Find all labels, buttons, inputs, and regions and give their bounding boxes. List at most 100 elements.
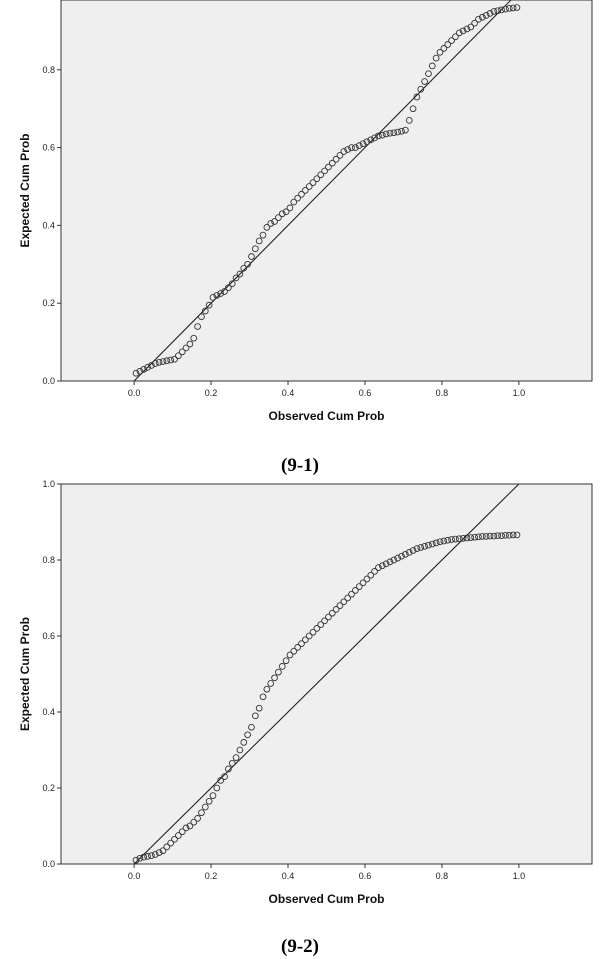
data-point bbox=[509, 4, 517, 12]
data-point bbox=[255, 237, 263, 245]
data-point bbox=[467, 23, 475, 31]
data-point bbox=[271, 674, 278, 682]
data-point bbox=[328, 609, 336, 617]
data-point bbox=[382, 130, 390, 138]
data-point bbox=[394, 554, 402, 562]
data-point bbox=[259, 231, 267, 239]
data-point bbox=[378, 131, 386, 139]
data-point bbox=[455, 29, 463, 37]
data-point bbox=[494, 7, 502, 15]
data-point bbox=[509, 531, 517, 539]
data-point bbox=[136, 367, 144, 375]
data-point bbox=[452, 33, 459, 41]
data-point bbox=[271, 218, 278, 225]
data-point bbox=[475, 533, 482, 541]
data-point bbox=[232, 754, 240, 761]
x-tick-label: 1.0 bbox=[513, 388, 526, 398]
data-point bbox=[240, 264, 248, 272]
data-point bbox=[171, 835, 178, 843]
data-point bbox=[178, 828, 186, 836]
data-point bbox=[263, 223, 271, 231]
data-point bbox=[251, 245, 259, 253]
data-point bbox=[186, 340, 194, 348]
data-point bbox=[286, 204, 294, 212]
data-point bbox=[413, 93, 421, 101]
data-point bbox=[355, 142, 363, 150]
data-point bbox=[325, 163, 332, 171]
data-point bbox=[301, 636, 309, 644]
data-point bbox=[182, 344, 190, 352]
data-point bbox=[317, 621, 325, 628]
data-point bbox=[382, 560, 390, 568]
data-point bbox=[375, 132, 382, 140]
plot-area bbox=[60, 0, 593, 382]
data-point bbox=[209, 792, 217, 799]
data-point bbox=[228, 759, 236, 767]
data-point bbox=[482, 533, 490, 540]
data-point bbox=[209, 294, 217, 301]
data-point bbox=[459, 534, 467, 542]
data-point bbox=[217, 777, 225, 784]
data-point bbox=[236, 746, 244, 754]
data-point bbox=[309, 179, 317, 186]
data-point bbox=[444, 41, 452, 48]
data-point bbox=[386, 129, 394, 137]
data-point bbox=[336, 602, 344, 609]
data-point bbox=[378, 562, 386, 570]
data-point bbox=[455, 535, 463, 543]
data-point bbox=[486, 532, 494, 540]
x-tick-label: 0.0 bbox=[128, 871, 141, 881]
x-axis-label: Observed Cum Prob bbox=[268, 409, 384, 423]
data-point bbox=[467, 534, 475, 541]
data-point bbox=[186, 822, 194, 830]
data-point bbox=[386, 558, 394, 566]
data-point bbox=[205, 301, 213, 309]
data-point bbox=[432, 54, 440, 62]
data-point bbox=[305, 632, 313, 640]
data-point bbox=[290, 198, 298, 206]
data-point bbox=[278, 663, 286, 670]
pp-plot-9-2: 0.0 0.2 0.4 0.6 0.8 1.0 0.0 0.2 0.4 0.6 0.8 1.0 Obse… bbox=[18, 479, 593, 906]
data-point bbox=[402, 126, 409, 134]
x-axis-label: Observed Cum Prob bbox=[268, 892, 384, 906]
data-point bbox=[363, 138, 371, 146]
data-point bbox=[159, 358, 167, 365]
data-point bbox=[151, 851, 159, 858]
caption-9-2: (9-2) bbox=[281, 936, 319, 957]
data-point bbox=[140, 853, 148, 861]
data-point bbox=[402, 550, 409, 558]
data-point bbox=[244, 260, 251, 268]
data-point bbox=[336, 152, 344, 159]
y-tick-label: 1.0 bbox=[42, 479, 55, 489]
data-point bbox=[428, 540, 436, 548]
y-tick-label: 0.4 bbox=[42, 220, 55, 230]
data-point bbox=[505, 531, 513, 539]
data-point bbox=[321, 167, 328, 175]
data-point bbox=[390, 556, 398, 564]
data-point bbox=[513, 4, 521, 11]
data-point bbox=[240, 739, 248, 746]
y-axis-label: Expected Cum Prob bbox=[18, 617, 32, 731]
data-point bbox=[428, 62, 436, 70]
data-point bbox=[417, 85, 425, 93]
data-point bbox=[309, 628, 317, 636]
data-point bbox=[344, 146, 352, 153]
data-point bbox=[475, 15, 482, 23]
data-point bbox=[217, 290, 225, 297]
data-point bbox=[482, 11, 490, 19]
data-point bbox=[421, 542, 428, 550]
data-point bbox=[398, 552, 405, 560]
x-tick-label: 0.4 bbox=[282, 871, 295, 881]
data-point bbox=[163, 357, 171, 365]
data-point bbox=[371, 134, 378, 142]
data-point bbox=[398, 127, 405, 135]
data-point bbox=[213, 292, 221, 299]
data-point bbox=[498, 532, 505, 540]
data-point bbox=[167, 356, 175, 364]
data-point bbox=[259, 693, 267, 701]
data-point bbox=[267, 220, 275, 227]
data-point bbox=[367, 136, 375, 144]
data-point bbox=[448, 536, 455, 543]
x-tick-label: 0.6 bbox=[359, 388, 372, 398]
data-point bbox=[132, 369, 140, 377]
